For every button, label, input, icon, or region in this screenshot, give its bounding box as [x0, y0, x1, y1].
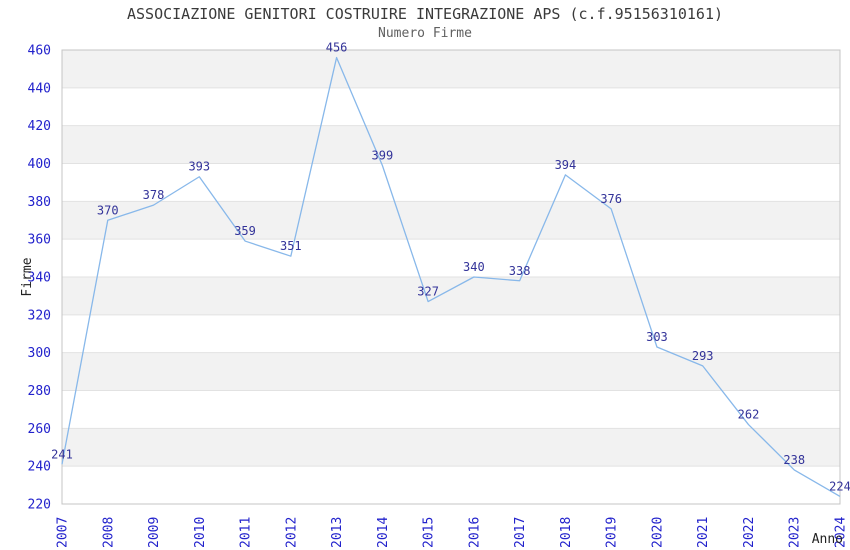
grid-band: [62, 125, 840, 164]
grid-band: [62, 277, 840, 315]
y-tick-label: 440: [28, 81, 51, 96]
x-tick-label: 2015: [422, 517, 437, 548]
point-label: 338: [509, 264, 531, 278]
x-tick-label: 2024: [834, 517, 849, 548]
y-tick-label: 240: [28, 460, 51, 475]
x-tick-label: 2007: [56, 517, 71, 548]
x-tick-label: 2022: [742, 517, 757, 548]
y-tick-label: 420: [28, 119, 51, 134]
x-tick-label: 2020: [650, 517, 665, 548]
x-tick-label: 2017: [513, 517, 528, 548]
y-tick-label: 360: [28, 233, 51, 248]
x-tick-label: 2016: [467, 517, 482, 548]
y-axis-title: Firme: [20, 257, 35, 296]
chart-subtitle: Numero Firme: [378, 26, 472, 41]
x-tick-label: 2023: [788, 517, 803, 548]
point-label: 238: [783, 453, 805, 467]
point-label: 376: [600, 192, 622, 206]
y-tick-label: 220: [28, 498, 51, 513]
point-label: 293: [692, 349, 714, 363]
point-label: 359: [234, 224, 256, 238]
series-line: [61, 56, 841, 497]
x-tick-label: 2010: [193, 517, 208, 548]
point-label: 399: [372, 148, 394, 162]
point-label: 262: [738, 408, 760, 422]
x-tick-label: 2009: [147, 517, 162, 548]
y-tick-label: 380: [28, 195, 51, 210]
point-label: 394: [555, 158, 577, 172]
plot-border: [61, 49, 841, 505]
x-tick-label: 2021: [696, 517, 711, 548]
grid-band: [62, 50, 840, 88]
point-label: 351: [280, 239, 302, 253]
x-tick-label: 2008: [101, 517, 116, 548]
y-tick-label: 260: [28, 422, 51, 437]
point-label: 303: [646, 330, 668, 344]
y-tick-label: 460: [28, 44, 51, 59]
y-tick-label: 320: [28, 308, 51, 323]
grid-band: [62, 352, 840, 391]
x-tick-label: 2012: [284, 517, 299, 548]
y-tick-label: 300: [28, 346, 51, 361]
y-tick-label: 400: [28, 157, 51, 172]
point-label: 241: [51, 447, 73, 461]
point-label: 327: [417, 285, 439, 299]
x-tick-label: 2013: [330, 517, 345, 548]
point-label: 378: [143, 188, 165, 202]
grid-band: [62, 201, 840, 240]
point-label: 456: [326, 41, 348, 55]
point-label: 370: [97, 203, 119, 217]
grid-band: [62, 428, 840, 467]
point-label: 340: [463, 260, 485, 274]
x-tick-label: 2019: [605, 517, 620, 548]
x-tick-label: 2014: [376, 517, 391, 548]
x-tick-label: 2011: [239, 517, 254, 548]
y-tick-label: 340: [28, 271, 51, 286]
chart-title: ASSOCIAZIONE GENITORI COSTRUIRE INTEGRAZ…: [126, 5, 724, 23]
y-tick-label: 280: [28, 384, 51, 399]
point-label: 393: [188, 160, 210, 174]
point-label: 224: [829, 479, 850, 493]
x-tick-label: 2018: [559, 517, 574, 548]
x-axis-title: Anno: [812, 532, 843, 547]
